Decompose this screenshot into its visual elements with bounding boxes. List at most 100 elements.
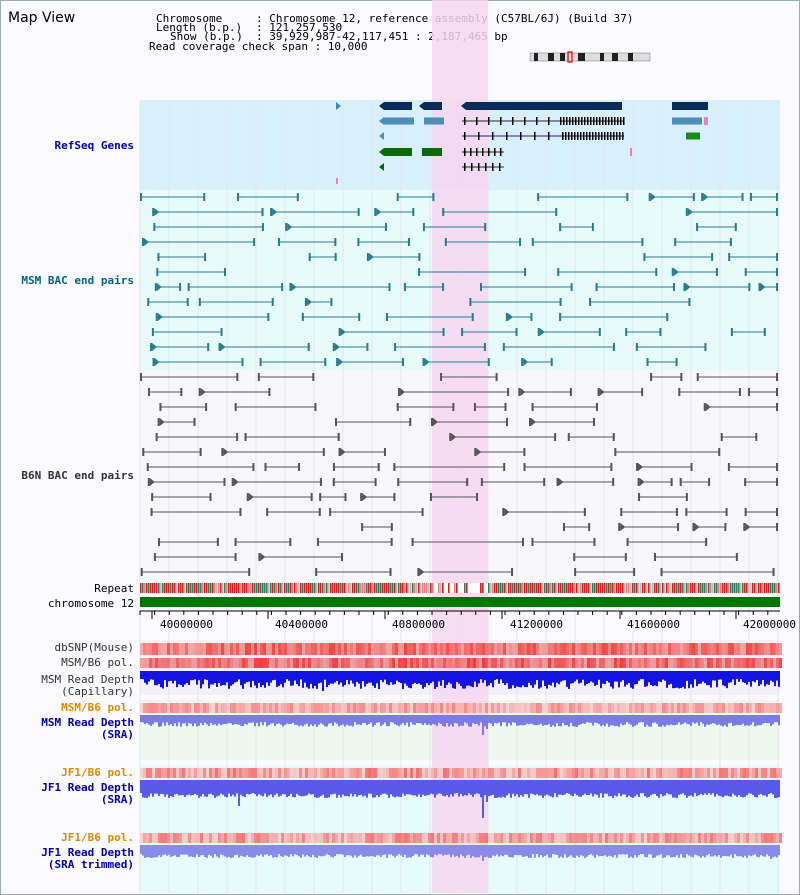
jf1-trimmed-depth-bar (662, 845, 664, 858)
msm-sra-depth-bar (312, 715, 314, 727)
jf1-pol2-density-cell (353, 833, 356, 843)
msm-pol2-density-cell (149, 703, 152, 713)
msm-pol-density-cell (176, 658, 179, 668)
msm-capillary-depth-bar (560, 671, 562, 682)
track-label-b6n-bac[interactable]: B6N BAC end pairs (21, 469, 134, 482)
jf1-pol2-density-cell (410, 833, 413, 843)
jf1-trimmed-depth-bar (350, 845, 352, 856)
msm-pol2-density-cell (230, 703, 233, 713)
jf1-sra-depth-bar (632, 780, 634, 798)
msm-sra-depth-bar (284, 715, 286, 725)
jf1-sra-depth-bar (664, 780, 666, 796)
msm-pol2-density-cell (755, 703, 758, 713)
exon-mark (583, 132, 585, 140)
dbsnp-density-cell (281, 643, 284, 655)
repeat-element (268, 583, 270, 593)
msm-bac-end (502, 343, 505, 351)
msm-pol-density-cell (764, 658, 767, 668)
repeat-element (418, 583, 420, 593)
track-label-repeat: Repeat (94, 582, 134, 595)
msm-pol2-density-cell (236, 703, 239, 713)
jf1-trimmed-depth-bar (392, 845, 394, 856)
msm-capillary-depth-bar (522, 671, 524, 686)
msm-capillary-depth-bar (616, 671, 618, 682)
jf1-sra-depth-bar (480, 780, 482, 798)
msm-sra-depth-bar (636, 715, 638, 725)
msm-sra-depth-bar (616, 715, 618, 726)
b6n-bac-end (612, 433, 615, 441)
jf1-trimmed-depth-bar (264, 845, 266, 855)
msm-sra-depth-bar (314, 715, 316, 725)
msm-capillary-depth-bar (486, 671, 488, 687)
jf1-pol-density-cell (665, 768, 668, 778)
jf1-pol-density-cell (557, 768, 560, 778)
repeat-element (372, 583, 374, 593)
dbsnp-density-cell (773, 643, 776, 655)
b6n-bac-end (776, 523, 778, 531)
jf1-pol-density-cell (518, 768, 521, 778)
track-label-refseq[interactable]: RefSeq Genes (54, 139, 134, 152)
jf1-trimmed-depth-bar (240, 845, 242, 856)
msm-capillary-depth-bar (370, 671, 372, 683)
track-label-msm-pol-2: MSM/B6 pol. (61, 701, 134, 714)
jf1-pol2-density-cell (698, 833, 701, 843)
repeat-element (346, 583, 348, 593)
msm-capillary-depth-bar (360, 671, 362, 689)
jf1-sra-depth-bar (238, 780, 240, 806)
msm-pol2-density-cell (566, 703, 569, 713)
b6n-bac-end (289, 538, 292, 546)
msm-pol2-density-cell (572, 703, 575, 713)
repeat-element (404, 583, 406, 593)
jf1-pol2-density-cell (416, 833, 419, 843)
jf1-pol-density-cell (743, 768, 746, 778)
jf1-pol-density-cell (434, 768, 437, 778)
msm-pol2-density-cell (689, 703, 692, 713)
msm-sra-depth-bar (454, 715, 456, 723)
msm-capillary-depth-bar (246, 671, 248, 683)
msm-pol2-density-cell (560, 703, 563, 713)
jf1-sra-depth-bar (296, 780, 298, 794)
repeat-element (438, 583, 440, 593)
msm-sra-depth-bar (458, 715, 460, 727)
jf1-trimmed-depth-bar (566, 845, 568, 858)
msm-capillary-depth-bar (512, 671, 514, 686)
msm-capillary-depth-bar (594, 671, 596, 686)
jf1-pol-density-cell (332, 768, 335, 778)
jf1-trimmed-depth-bar (594, 845, 596, 858)
dbsnp-density-cell (239, 643, 242, 655)
dbsnp-density-cell (677, 643, 680, 655)
jf1-pol2-density-cell (479, 833, 482, 843)
jf1-pol-density-cell (599, 768, 602, 778)
jf1-pol2-density-cell (176, 833, 179, 843)
msm-sra-depth-bar (706, 715, 708, 725)
repeat-element (182, 583, 184, 593)
jf1-pol-density-cell (377, 768, 380, 778)
msm-capillary-depth-bar (762, 671, 764, 681)
b6n-bac-end (140, 568, 143, 576)
msm-bac-end (550, 358, 553, 366)
msm-pol2-density-cell (389, 703, 392, 713)
msm-pol-density-cell (503, 658, 506, 668)
jf1-pol-density-cell (278, 768, 281, 778)
msm-capillary-depth-bar (446, 671, 448, 685)
msm-pol2-density-cell (227, 703, 230, 713)
msm-capillary-depth-bar (222, 671, 224, 685)
jf1-trimmed-depth-bar (766, 845, 768, 855)
jf1-trimmed-depth-bar (466, 845, 468, 856)
jf1-sra-depth-bar (478, 780, 480, 794)
jf1-sra-depth-bar (514, 780, 516, 797)
msm-pol2-density-cell (593, 703, 596, 713)
jf1-pol2-density-cell (587, 833, 590, 843)
msm-pol-density-cell (314, 658, 317, 668)
jf1-pol-density-cell (173, 768, 176, 778)
dbsnp-density-cell (425, 643, 428, 655)
msm-bac-end (776, 283, 778, 291)
jf1-pol-density-cell (236, 768, 239, 778)
msm-capillary-depth-bar (296, 671, 298, 685)
track-label-msm-bac[interactable]: MSM BAC end pairs (21, 274, 134, 287)
jf1-trimmed-depth-bar (760, 845, 762, 856)
jf1-pol-density-cell (764, 768, 767, 778)
jf1-trimmed-depth-bar (354, 845, 356, 856)
msm-pol2-density-cell (398, 703, 401, 713)
